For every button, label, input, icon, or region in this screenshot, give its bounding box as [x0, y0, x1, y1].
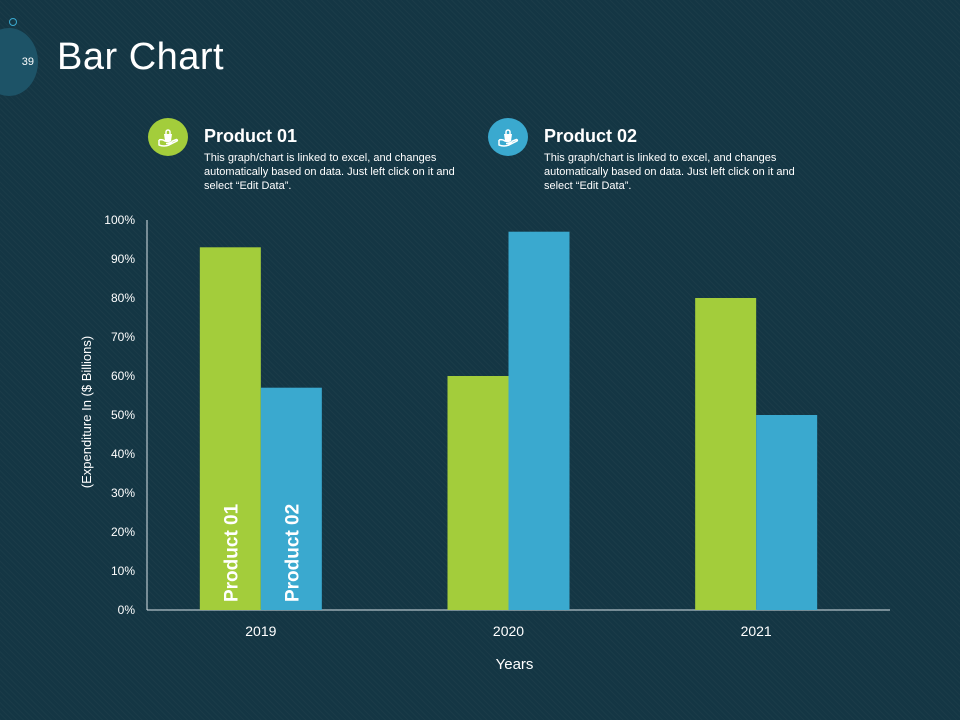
y-tick-label: 80%: [111, 291, 135, 305]
y-tick-label: 30%: [111, 486, 135, 500]
decorative-ring: [9, 18, 17, 26]
y-tick-label: 100%: [104, 213, 135, 227]
hand-holding-bag-icon: [148, 118, 188, 156]
y-tick-label: 90%: [111, 252, 135, 266]
y-tick-label: 20%: [111, 525, 135, 539]
legend-description: This graph/chart is linked to excel, and…: [544, 152, 795, 192]
legend-description: This graph/chart is linked to excel, and…: [204, 152, 455, 192]
bar-product-01-2020: [447, 376, 509, 610]
bar-product-02-2020: [508, 231, 570, 610]
page-title: Bar Chart: [57, 36, 225, 78]
bar-product-02-2019: [260, 387, 322, 610]
bar-product-02-2021: [756, 415, 818, 610]
legend-title: Product 02: [544, 126, 638, 146]
bar-product-01-2019: [199, 247, 261, 611]
y-tick-label: 10%: [111, 564, 135, 578]
y-tick-label: 0%: [118, 603, 136, 617]
y-axis-title: (Expenditure In ($ Billions): [79, 336, 94, 488]
y-tick-label: 70%: [111, 330, 135, 344]
x-axis-title: Years: [496, 656, 534, 673]
y-tick-label: 60%: [111, 369, 135, 383]
y-tick-label: 40%: [111, 447, 135, 461]
x-tick-label: 2021: [741, 623, 772, 639]
x-tick-label: 2020: [493, 623, 524, 639]
legend-title: Product 01: [204, 126, 298, 146]
bar-series-label: Product 02: [282, 504, 303, 602]
y-tick-label: 50%: [111, 408, 135, 422]
bar-product-01-2021: [695, 298, 757, 610]
bar-series-label: Product 01: [221, 503, 242, 602]
x-tick-label: 2019: [245, 623, 276, 639]
hand-holding-bag-icon: [488, 118, 528, 156]
